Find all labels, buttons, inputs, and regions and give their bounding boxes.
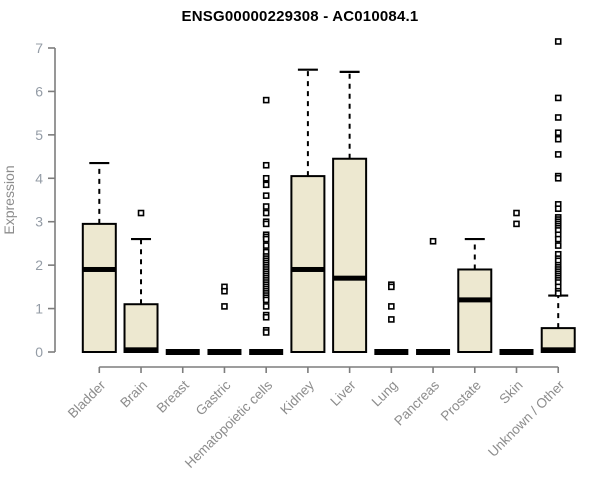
x-tick-label: Kidney — [277, 377, 317, 417]
median-line — [82, 266, 116, 272]
outlier-point — [137, 209, 145, 217]
outlier-point — [554, 151, 562, 158]
chart-title: ENSG00000229308 - AC010084.1 — [181, 8, 419, 25]
outlier-point — [221, 287, 228, 295]
y-tick-label: 2 — [35, 257, 43, 273]
box — [457, 268, 493, 353]
median-line — [458, 297, 492, 303]
collapsed-box — [207, 349, 242, 355]
outlier-point — [429, 237, 437, 245]
outlier-point — [554, 114, 562, 121]
outlier-point — [262, 303, 270, 310]
outlier-point — [262, 329, 270, 336]
x-tick-label: Gastric — [193, 377, 234, 418]
outlier-point — [262, 181, 270, 189]
outlier-point — [513, 209, 520, 217]
outlier-point — [262, 235, 270, 243]
x-tick-label: Bladder — [65, 377, 109, 421]
x-tick-label: Lung — [369, 378, 401, 410]
collapsed-box — [374, 349, 409, 355]
outlier-point — [554, 290, 562, 297]
collapsed-box — [165, 349, 200, 355]
outlier-point — [262, 242, 270, 249]
outlier-point — [554, 94, 562, 102]
outlier-point — [262, 209, 270, 217]
y-tick-label: 4 — [35, 170, 43, 186]
collapsed-box — [499, 349, 534, 355]
outlier-point — [388, 316, 395, 323]
box — [81, 222, 117, 353]
median-line — [541, 347, 575, 353]
y-tick-label: 0 — [35, 344, 43, 360]
x-tick-label: Skin — [496, 378, 525, 407]
outlier-point — [554, 242, 562, 249]
collapsed-box — [249, 349, 284, 355]
y-tick-label: 3 — [35, 214, 43, 230]
outlier-point — [262, 203, 270, 210]
y-tick-label: 1 — [35, 301, 43, 317]
outlier-point — [554, 129, 562, 136]
x-tick-label: Liver — [327, 377, 359, 409]
x-tick-label: Unknown / Other — [485, 377, 568, 460]
outlier-point — [554, 205, 562, 212]
box — [332, 157, 368, 353]
outlier-point — [388, 303, 395, 310]
outlier-point — [554, 38, 562, 45]
y-tick-label: 5 — [35, 127, 43, 143]
outlier-point — [554, 135, 562, 143]
median-line — [124, 347, 158, 353]
x-tick-label: Brain — [117, 378, 150, 411]
box — [290, 175, 326, 353]
y-axis-title: Expression — [1, 165, 17, 234]
box — [123, 303, 159, 353]
outlier-point — [262, 174, 270, 182]
x-tick-label: Pancreas — [391, 377, 442, 428]
x-tick-label: Breast — [154, 377, 192, 415]
outlier-point — [262, 313, 270, 321]
outlier-point — [554, 174, 562, 182]
outlier-point — [262, 220, 270, 228]
outlier-point — [262, 296, 270, 304]
outlier-point — [554, 235, 562, 243]
collapsed-box — [416, 349, 451, 355]
outlier-point — [388, 283, 395, 291]
outlier-point — [262, 96, 270, 104]
outlier-point — [262, 192, 270, 199]
x-tick-label: Prostate — [438, 378, 484, 424]
outlier-point — [221, 303, 228, 310]
y-tick-label: 7 — [35, 40, 43, 56]
median-line — [291, 266, 325, 272]
outlier-point — [262, 161, 270, 169]
y-tick-label: 6 — [35, 83, 43, 99]
median-line — [333, 275, 367, 281]
outlier-point — [513, 220, 520, 228]
